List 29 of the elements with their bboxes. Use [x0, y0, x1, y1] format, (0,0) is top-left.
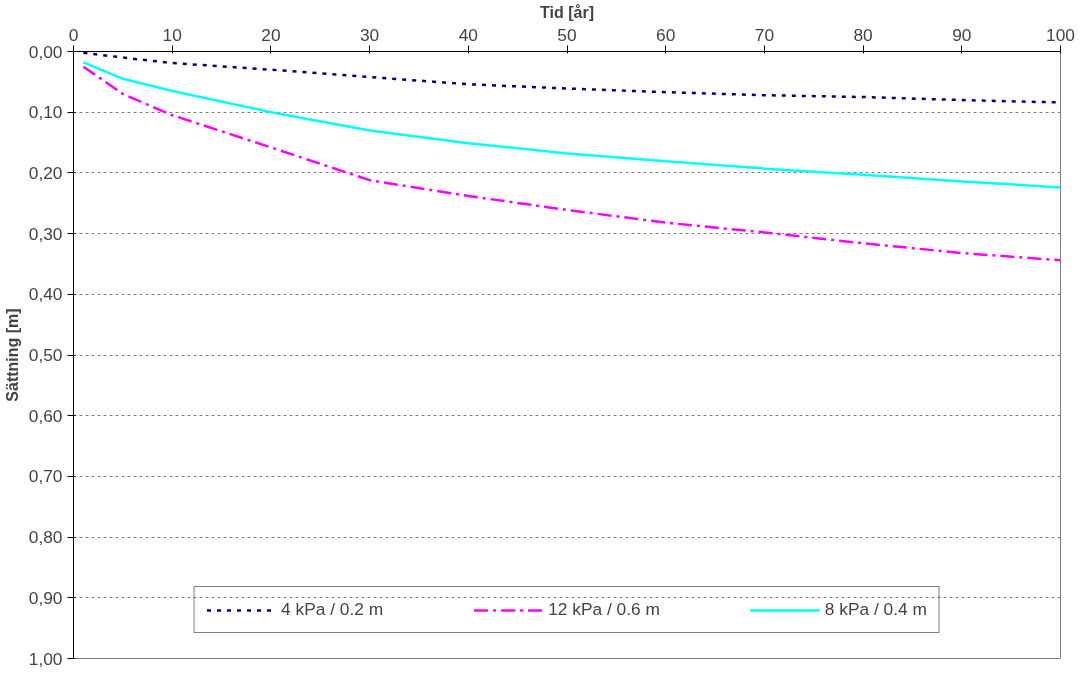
x-tick-label: 60: [656, 24, 676, 45]
legend-label: 12 kPa / 0.6 m: [548, 599, 660, 620]
x-tick-label: 70: [754, 24, 775, 45]
legend-label: 4 kPa / 0.2 m: [281, 599, 384, 620]
y-tick-label: 0,00: [28, 41, 63, 62]
x-tick-label: 50: [557, 24, 577, 45]
y-tick-label: 0,90: [28, 587, 63, 608]
x-tick-label: 90: [952, 24, 972, 45]
y-tick-label: 1,00: [28, 648, 63, 669]
legend-label: 8 kPa / 0.4 m: [824, 599, 927, 620]
x-tick-label: 0: [68, 24, 79, 45]
x-tick-label: 30: [359, 24, 380, 45]
y-tick-label: 0,80: [28, 527, 63, 548]
y-tick-label: 0,60: [28, 405, 63, 426]
y-tick-label: 0,30: [28, 223, 63, 244]
y-tick-label: 0,10: [28, 102, 63, 123]
x-tick-label: 80: [853, 24, 873, 45]
y-tick-label: 0,40: [28, 284, 63, 305]
x-tick-label: 20: [261, 24, 281, 45]
line-series: [82, 61, 1061, 189]
x-axis-title: Tid [år]: [540, 3, 594, 21]
y-tick-label: 0,50: [28, 345, 63, 365]
y-tick-label: 0,70: [28, 466, 63, 487]
x-tick-label: 40: [458, 24, 478, 45]
y-axis-title: Sättning [m]: [3, 308, 21, 402]
line-series: [82, 65, 1061, 262]
x-tick-label: 100: [1046, 24, 1075, 45]
x-tick-label: 10: [162, 24, 182, 45]
y-tick-label: 0,20: [28, 162, 63, 183]
